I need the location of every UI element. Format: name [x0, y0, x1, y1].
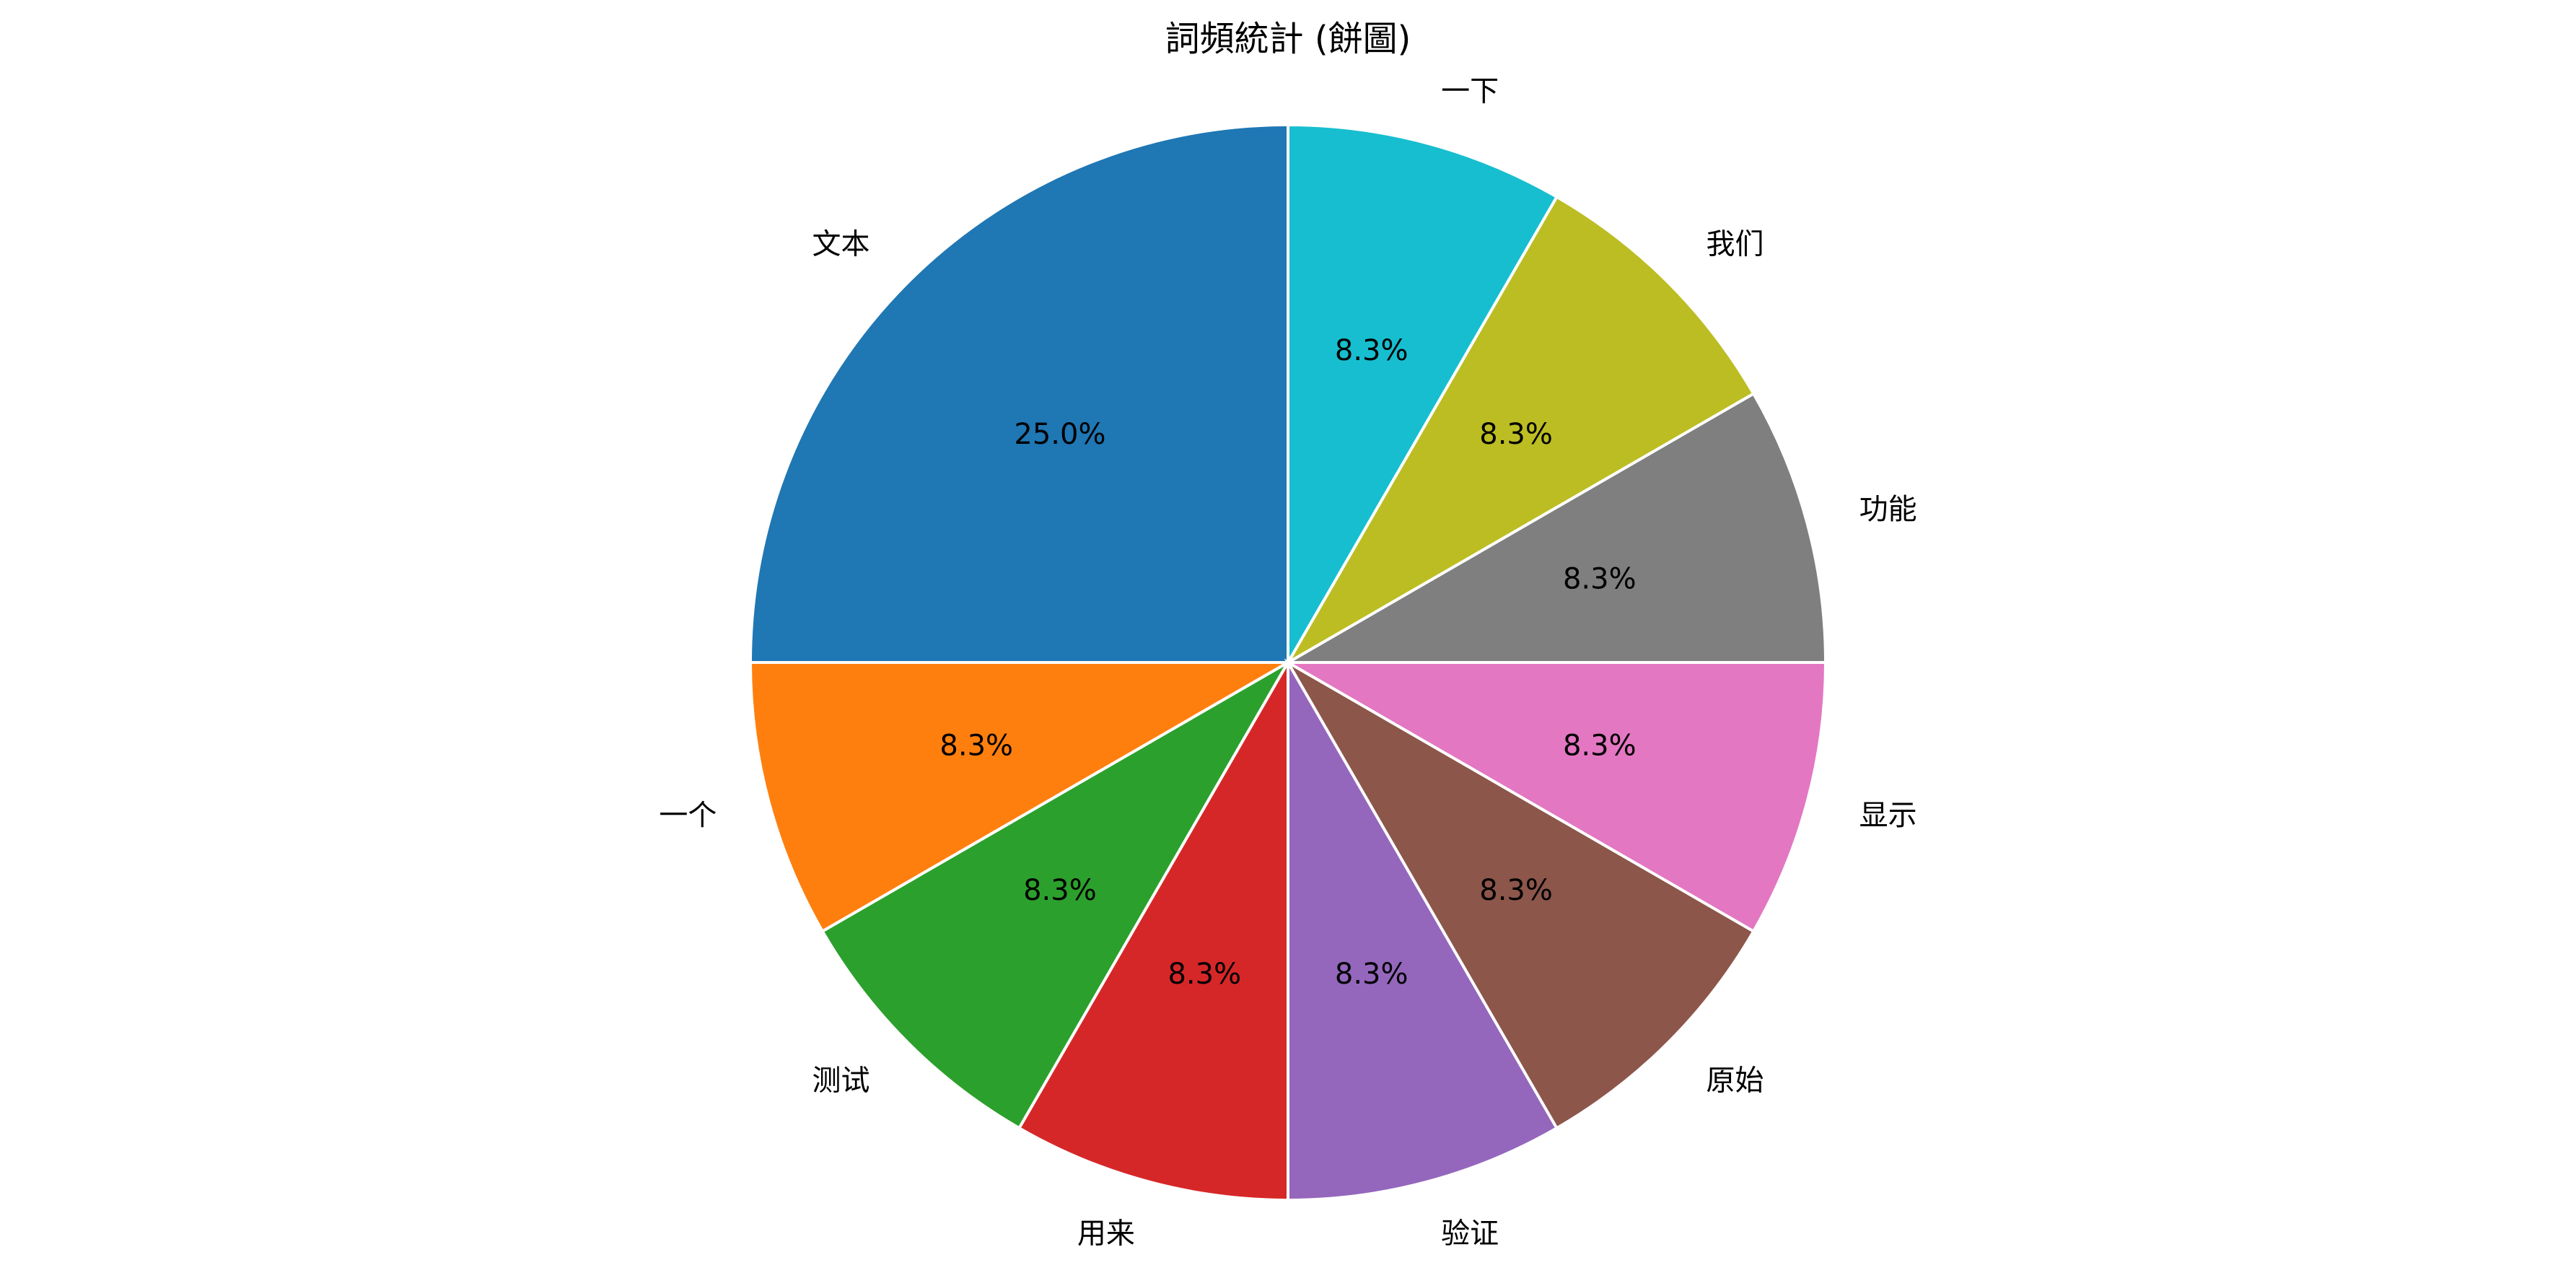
pie-slice-8	[1284, 195, 1756, 667]
slice-percent-label-3: 8.3%	[1167, 958, 1241, 991]
pie-slice-3	[1017, 657, 1289, 1202]
pie-slice-7	[1282, 391, 1828, 664]
pie-slice-9	[1287, 123, 1559, 668]
chart-title: 詞頻統計 (餅圖)	[1165, 19, 1411, 59]
slice-label-7: 功能	[1859, 493, 1917, 526]
slice-percent-label-1: 8.3%	[939, 730, 1013, 763]
slice-percent-label-6: 8.3%	[1563, 730, 1637, 763]
slice-percent-label-2: 8.3%	[1023, 874, 1097, 907]
pie-slice-0	[748, 123, 1289, 664]
slice-percent-label-4: 8.3%	[1335, 958, 1409, 991]
pie-slices	[748, 123, 1828, 1202]
slice-percent-label-8: 8.3%	[1479, 418, 1553, 451]
slice-percent-label-7: 8.3%	[1563, 562, 1637, 595]
pie-labels: 文本 25.0% 一个 8.3% 测试 8.3% 用来 8.3% 验证 8.3% 原始 8.3% 显示 8…	[659, 74, 1916, 1250]
slice-label-4: 验证	[1441, 1217, 1499, 1251]
slice-percent-label-5: 8.3%	[1479, 874, 1553, 907]
slice-label-3: 用来	[1077, 1217, 1135, 1251]
pie-slice-2	[820, 658, 1292, 1130]
slice-label-9: 一下	[1441, 74, 1499, 108]
slice-percent-label-0: 25.0%	[1014, 418, 1105, 451]
slice-label-5: 原始	[1706, 1064, 1764, 1097]
slice-label-8: 我们	[1706, 228, 1764, 261]
pie-slice-6	[1282, 661, 1828, 934]
slice-label-2: 测试	[812, 1064, 870, 1097]
pie-slice-1	[748, 661, 1294, 934]
slice-label-0: 文本	[812, 228, 870, 261]
slice-percent-label-9: 8.3%	[1335, 334, 1409, 367]
slice-label-6: 显示	[1859, 799, 1917, 832]
slice-label-1: 一个	[659, 799, 717, 832]
pie-slice-5	[1284, 658, 1756, 1130]
pie-slice-4	[1287, 657, 1559, 1202]
